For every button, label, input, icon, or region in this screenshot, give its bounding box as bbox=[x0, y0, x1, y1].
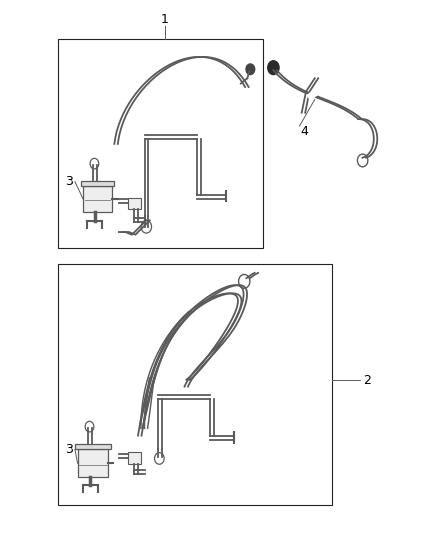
Circle shape bbox=[268, 61, 279, 75]
Bar bbox=[58, 38, 262, 248]
Bar bbox=[127, 452, 141, 464]
Bar bbox=[127, 198, 141, 209]
Bar bbox=[74, 444, 111, 449]
Circle shape bbox=[246, 64, 254, 75]
Text: 2: 2 bbox=[363, 374, 371, 387]
Text: 4: 4 bbox=[300, 125, 308, 138]
Text: 3: 3 bbox=[65, 443, 73, 456]
Text: 3: 3 bbox=[65, 175, 73, 188]
Bar bbox=[83, 187, 112, 212]
Bar bbox=[81, 181, 114, 187]
Bar bbox=[78, 449, 108, 477]
Text: 1: 1 bbox=[161, 13, 169, 27]
Bar bbox=[58, 264, 332, 505]
